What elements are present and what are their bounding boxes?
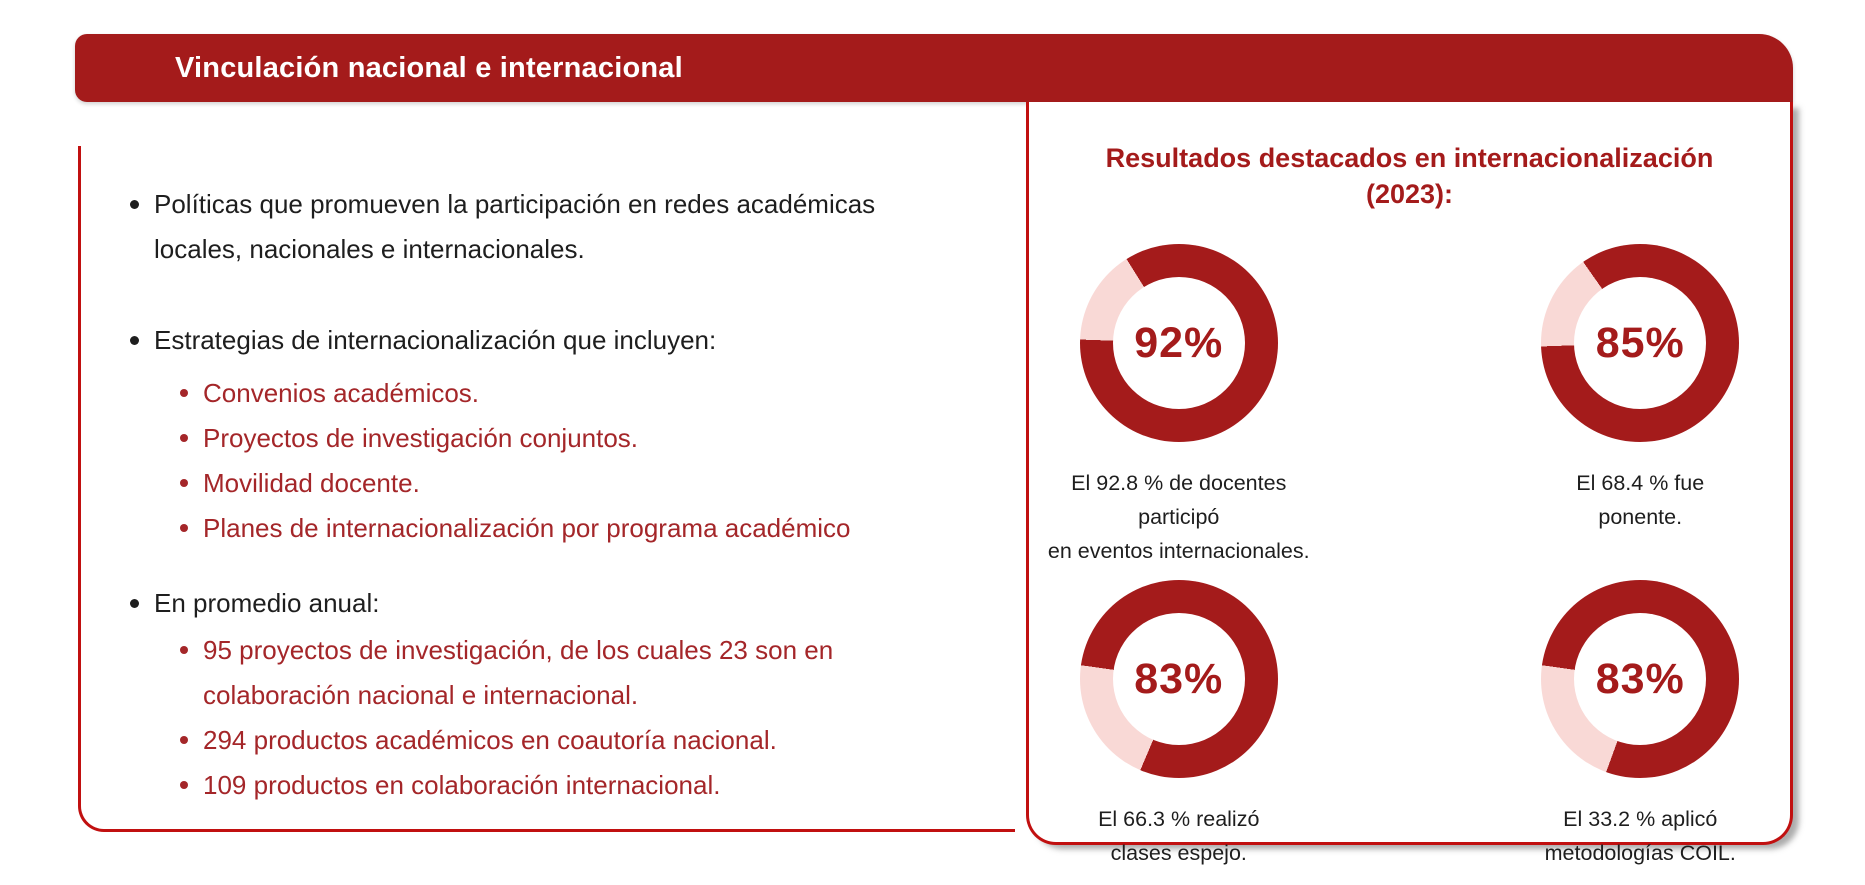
sub-list-item: 109 productos en colaboración internacio… bbox=[180, 763, 1015, 808]
list-item: Políticas que promueven la participación… bbox=[130, 182, 1015, 272]
donut-caption-line: metodologías COIL. bbox=[1544, 841, 1736, 865]
sub-list-item: Planes de internacionalización por progr… bbox=[180, 506, 1015, 551]
donut-chart-85-percent: 85% bbox=[1541, 244, 1740, 442]
list-item-text: Estrategias de internacionalización que … bbox=[154, 325, 717, 355]
bullet-icon bbox=[180, 479, 188, 487]
list-item-text: Políticas que promueven la participación… bbox=[154, 189, 876, 264]
list-item: En promedio anual: 95 proyectos de inves… bbox=[130, 581, 1015, 808]
bullet-icon bbox=[180, 781, 188, 789]
donut-caption-line: en eventos internacionales. bbox=[1047, 539, 1310, 563]
results-title: Resultados destacados en internacionaliz… bbox=[1106, 140, 1714, 212]
sub-list-item-text: Convenios académicos. bbox=[203, 378, 480, 408]
sub-list-item-text: Movilidad docente. bbox=[203, 468, 420, 498]
sub-list: Convenios académicos. Proyectos de inves… bbox=[130, 371, 1015, 551]
donut-caption-line: ponente. bbox=[1598, 505, 1683, 529]
donut-cell: 92% El 92.8 % de docentes participó en e… bbox=[1029, 244, 1329, 568]
bullet-icon bbox=[180, 389, 188, 397]
list-item: Estrategias de internacionalización que … bbox=[130, 318, 1015, 551]
right-panel: Resultados destacados en internacionaliz… bbox=[1026, 102, 1793, 865]
donut-chart-92-percent: 92% bbox=[1079, 244, 1278, 442]
sub-list-item: Movilidad docente. bbox=[180, 461, 1015, 506]
donut-caption: El 33.2 % aplicó metodologías COIL. bbox=[1545, 802, 1736, 870]
donut-value-label: 85% bbox=[1595, 318, 1685, 367]
bullet-icon bbox=[180, 736, 188, 744]
left-panel: Políticas que promueven la participación… bbox=[78, 146, 1015, 832]
sub-list-item: Proyectos de investigación conjuntos. bbox=[180, 416, 1015, 461]
sub-list-item-text: 95 proyectos de investigación, de los cu… bbox=[203, 635, 834, 710]
donut-value-label: 92% bbox=[1134, 318, 1224, 367]
donut-grid: 92% El 92.8 % de docentes participó en e… bbox=[1029, 244, 1790, 870]
donut-cell: 83% El 66.3 % realizó clases espejo. bbox=[1029, 580, 1329, 870]
sub-list-item: Convenios académicos. bbox=[180, 371, 1015, 416]
sub-list-item-text: Planes de internacionalización por progr… bbox=[203, 513, 851, 543]
donut-chart-83-percent-left: 83% bbox=[1079, 580, 1278, 778]
donut-caption: El 66.3 % realizó clases espejo. bbox=[1098, 802, 1259, 870]
sub-list-item-text: Proyectos de investigación conjuntos. bbox=[203, 423, 639, 453]
donut-hole bbox=[1574, 277, 1707, 409]
list-item-text: En promedio anual: bbox=[154, 588, 380, 618]
bullet-icon bbox=[130, 336, 139, 345]
sub-list: 95 proyectos de investigación, de los cu… bbox=[130, 628, 1015, 808]
bullet-icon bbox=[130, 200, 139, 209]
results-title-line: Resultados destacados en internacionaliz… bbox=[1105, 143, 1714, 173]
donut-caption-line: El 68.4 % fue bbox=[1576, 471, 1705, 495]
bullet-icon bbox=[180, 646, 188, 654]
bullet-icon bbox=[180, 524, 188, 532]
donut-caption: El 92.8 % de docentes participó en event… bbox=[1029, 466, 1329, 568]
donut-hole bbox=[1112, 277, 1245, 409]
donut-caption-line: clases espejo. bbox=[1110, 841, 1247, 865]
donut-value-label: 83% bbox=[1134, 654, 1224, 703]
bullet-icon bbox=[130, 599, 139, 608]
donut-value-label: 83% bbox=[1595, 654, 1685, 703]
donut-cell: 83% El 33.2 % aplicó metodologías COIL. bbox=[1491, 580, 1791, 870]
sub-list-item-text: 109 productos en colaboración internacio… bbox=[203, 770, 721, 800]
donut-hole bbox=[1112, 613, 1245, 745]
donut-caption-line: El 33.2 % aplicó bbox=[1563, 807, 1718, 831]
page-title: Vinculación nacional e internacional bbox=[175, 51, 683, 84]
donut-hole bbox=[1574, 613, 1707, 745]
bullet-icon bbox=[180, 434, 188, 442]
donut-caption-line: El 92.8 % de docentes participó bbox=[1071, 471, 1287, 529]
donut-caption-line: El 66.3 % realizó bbox=[1098, 807, 1260, 831]
sub-list-item-text: 294 productos académicos en coautoría na… bbox=[203, 725, 777, 755]
donut-caption: El 68.4 % fue ponente. bbox=[1576, 466, 1704, 534]
donut-chart-83-percent-right: 83% bbox=[1541, 580, 1740, 778]
results-title-line: (2023): bbox=[1365, 179, 1454, 209]
sub-list-item: 294 productos académicos en coautoría na… bbox=[180, 718, 1015, 763]
title-bar: Vinculación nacional e internacional bbox=[75, 34, 1793, 102]
sub-list-item: 95 proyectos de investigación, de los cu… bbox=[180, 628, 1015, 718]
donut-cell: 85% El 68.4 % fue ponente. bbox=[1491, 244, 1791, 568]
